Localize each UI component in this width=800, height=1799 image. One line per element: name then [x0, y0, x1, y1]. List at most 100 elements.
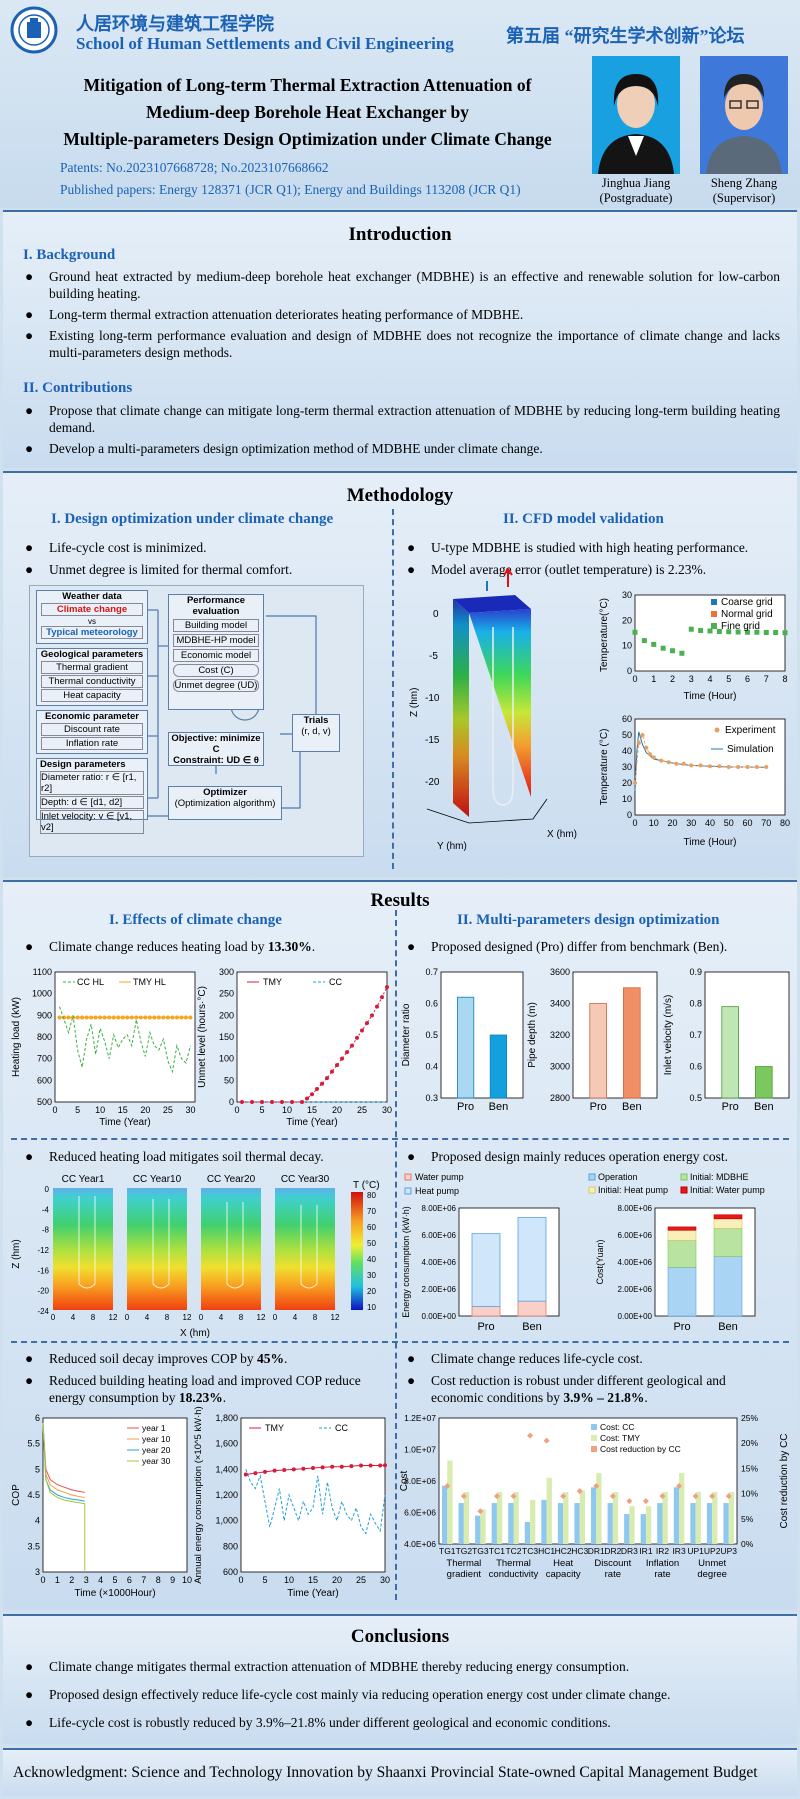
tmy-unmet-point — [320, 1081, 324, 1086]
building-model-label: Building model — [173, 619, 259, 632]
contour-x-tick: 4 — [71, 1313, 76, 1322]
cost-cc-bar — [524, 1521, 531, 1544]
legend-robust-series: Cost: TMY — [600, 1433, 640, 1443]
y-tick-label: 60 — [622, 714, 632, 724]
tmy-unmet-point — [335, 1063, 339, 1068]
cost-cc-bar — [574, 1503, 580, 1544]
cost-bar-segment — [713, 1227, 743, 1257]
cost-category-label: Pro — [673, 1321, 690, 1333]
bullet-icon: ● — [25, 1149, 34, 1164]
y-tick-label: 6.0E+06 — [404, 1508, 436, 1518]
discount-rate-label: Discount rate — [41, 723, 143, 736]
colorbar-tick: 20 — [367, 1287, 376, 1296]
x-tick-label: 0 — [632, 674, 637, 684]
tmy-hl-point — [179, 1015, 184, 1020]
group-label: rate — [605, 1569, 621, 1580]
pd-category-label: Ben — [622, 1101, 642, 1113]
x-tick-label: 10 — [95, 1105, 105, 1115]
legend-robust-series: Cost: CC — [600, 1422, 634, 1432]
b1-value: 13.30% — [267, 939, 312, 954]
contour-y-tick: -24 — [37, 1307, 49, 1316]
bullet-icon: ● — [407, 540, 416, 555]
cost-bar-segment — [713, 1256, 743, 1317]
x-tick-label: 3 — [84, 1575, 89, 1585]
objective-label: Objective: minimize C — [171, 733, 261, 755]
pd-bar — [623, 987, 641, 1099]
experiment-validation-chart: 0 10 20 30 40 50 60 0 10 20 30 40 50 60 70 80 Temperatu… — [599, 714, 790, 848]
cost-reduction-point — [593, 1483, 600, 1490]
tmy-hl-point — [165, 1015, 170, 1020]
legend-normal-icon — [711, 611, 717, 617]
energy-cost-charts: 0.00E+00 2.00E+06 4.00E+06 6.00E+06 8.00E+06… — [401, 1172, 765, 1333]
design-params-box: Design parameters Diameter ratio: r ∈ [r… — [36, 758, 148, 834]
y-tick-label: 300 — [219, 967, 234, 977]
x-tick-label: 20 — [140, 1105, 150, 1115]
tmy-unmet-point — [355, 1035, 359, 1040]
bullet-icon: ● — [407, 939, 416, 954]
tmy-unmet-point — [360, 1028, 364, 1033]
fine-grid-point — [632, 629, 638, 635]
z-tick-4: -20 — [425, 777, 440, 788]
x-tick-label: 70 — [761, 818, 771, 828]
tmy-unmet-point — [240, 1100, 244, 1104]
model-top-face — [453, 595, 531, 613]
exp-chart-xlabel: Time (Hour) — [684, 837, 737, 848]
method-left-bullet-2: ● Unmet degree is limited for thermal com… — [25, 561, 385, 578]
y-tick-label: 30 — [622, 590, 632, 600]
robust-category-label: TG1 — [439, 1546, 456, 1556]
heating-load-chart: 500 600 700 800 900 1000 1100 0 5 10 15 20 25 30 CC HL… — [11, 967, 195, 1128]
title-line-1: Mitigation of Long-term Thermal Extracti… — [83, 75, 532, 95]
robust-category-label: TC1 — [489, 1546, 505, 1556]
y-tick-label: 10 — [622, 641, 632, 651]
y-tick-label: 0 — [627, 666, 632, 676]
y-tick-label: 1,200 — [215, 1490, 238, 1500]
b7-text: Climate change reduces life-cycle cost. — [431, 1351, 643, 1366]
contour-x-tick: 12 — [331, 1313, 340, 1322]
x-tick-label: 5 — [75, 1105, 80, 1115]
y-tick-label: 1.2E+07 — [404, 1413, 436, 1423]
cost-cc-bar — [673, 1487, 680, 1544]
tmy-unmet-point — [250, 1100, 254, 1104]
u-pipe-outline — [78, 1196, 96, 1289]
model-front-face — [469, 609, 531, 797]
tmy-unmet-point — [380, 995, 384, 1000]
tmy-hl-point — [89, 1015, 94, 1020]
cost-cc-bar — [442, 1485, 448, 1544]
cost-tmy-bar — [596, 1473, 602, 1544]
experiment-point — [764, 765, 769, 769]
x-tick-label: 2 — [69, 1575, 74, 1585]
legend-coarse-icon — [711, 599, 717, 605]
cost-tmy-bar — [645, 1506, 652, 1544]
tmy-unmet-point — [315, 1087, 319, 1091]
tmy-energy-point — [330, 1464, 335, 1469]
x-tick-label: 4 — [98, 1575, 103, 1585]
tmy-unmet-point — [330, 1069, 334, 1074]
x-tick-label: 20 — [667, 818, 677, 828]
y-tick-label: 1000 — [32, 989, 52, 999]
group-label: degree — [697, 1569, 727, 1580]
dr-category-label: Pro — [457, 1101, 474, 1113]
y-tick-label: 1,600 — [215, 1439, 238, 1449]
author2-role: (Supervisor) — [712, 191, 776, 205]
cost-cc-bar — [690, 1503, 696, 1544]
economic-model-label: Economic model — [173, 649, 259, 662]
u-pipe-outline — [492, 627, 514, 806]
legend-cc: CC — [329, 977, 342, 987]
inlet-velocity-chart: 0.5 0.6 0.7 0.8 0.9 Pro Ben Inlet velocity (m/s… — [663, 967, 790, 1113]
x-tick-label: 0 — [234, 1105, 239, 1115]
tmy-energy-point — [383, 1463, 387, 1468]
contour-x-tick: 12 — [109, 1313, 118, 1322]
conclusion-2-text: Proposed design effectively reduce life-… — [49, 1687, 671, 1702]
x-tick-label: 60 — [742, 818, 752, 828]
author1-caption: Jinghua Jiang (Postgraduate) — [586, 176, 686, 206]
legend-cop-series: year 1 — [142, 1423, 166, 1433]
x-tick-label: 8 — [156, 1575, 161, 1585]
experiment-point — [633, 781, 637, 785]
tmy-hl-point — [174, 1015, 179, 1020]
y-tick-label: 0 — [627, 810, 632, 820]
y-tick-label: 600 — [37, 1075, 52, 1085]
y-tick-label: 800 — [223, 1541, 238, 1551]
flowchart-arrows — [148, 609, 317, 817]
y-tick-label: 1.0E+07 — [404, 1445, 436, 1455]
b6-text: Reduced building heating load and improv… — [49, 1373, 361, 1405]
